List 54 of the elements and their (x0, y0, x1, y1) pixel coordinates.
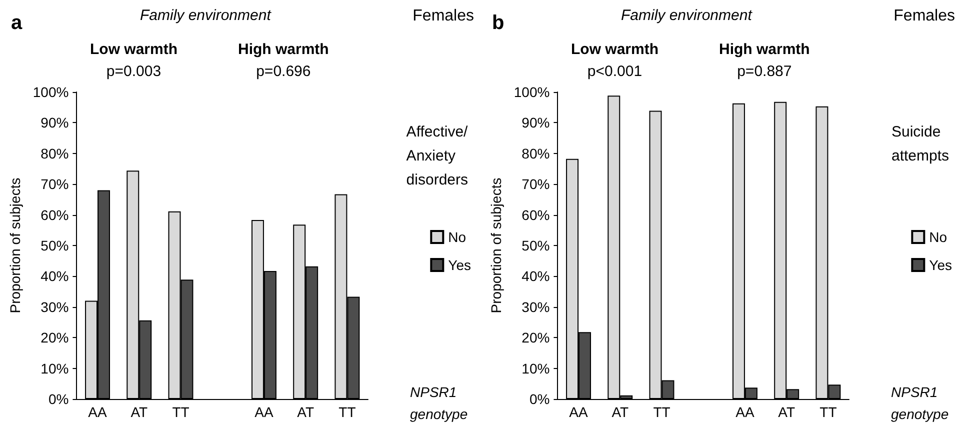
y-tick-label: 50% (40, 238, 69, 254)
x-tick-label: TT (172, 404, 190, 420)
y-tick-label: 40% (40, 268, 69, 284)
chart-subtitle: Family environment (621, 7, 753, 24)
legend-label: Yes (448, 257, 472, 273)
legend-label: Yes (929, 257, 952, 273)
chart-subtitle: Family environment (140, 7, 272, 24)
x-tick-label: AA (254, 404, 274, 420)
y-tick-label: 10% (40, 360, 69, 376)
text: Females (894, 8, 956, 24)
y-tick-label: 50% (522, 238, 550, 254)
y-axis-title: Proportion of subjects (488, 178, 504, 314)
y-tick-label: 40% (522, 268, 550, 284)
x-tick-label: TT (338, 404, 356, 420)
text: Low warmth p<0.001 (570, 41, 659, 80)
x-tick-label: AA (88, 404, 108, 420)
y-tick-label: 70% (40, 176, 69, 192)
legend-title: Suicide attempts (891, 124, 950, 164)
text: High warmth p=0.887 (718, 41, 810, 80)
x-axis-title: NPSR1 genotype (410, 384, 468, 422)
x-tick-label: AA (736, 404, 755, 420)
y-tick-label: 60% (522, 206, 550, 223)
x-axis-title: NPSR1 genotype (891, 384, 949, 422)
x-tick-label: AT (297, 404, 314, 420)
y-tick-label: 100% (514, 84, 550, 100)
y-tick-label: 20% (522, 330, 550, 346)
text: Females (412, 8, 474, 24)
y-tick-label: 0% (529, 391, 550, 407)
y-tick-label: 90% (40, 114, 69, 131)
x-tick-label: TT (653, 404, 671, 420)
y-tick-label: 80% (522, 145, 550, 162)
y-tick-label: 70% (522, 176, 550, 192)
text: Low warmth p=0.003 (90, 41, 178, 80)
y-tick-label: 80% (40, 145, 69, 162)
y-tick-label: 90% (522, 114, 550, 131)
legend-label: No (929, 229, 948, 245)
x-tick-label: TT (820, 404, 838, 420)
y-tick-label: 20% (40, 330, 69, 346)
legend-label: No (448, 229, 466, 245)
chart-title: a (11, 12, 23, 34)
y-tick-label: 60% (40, 206, 69, 223)
x-tick-label: AA (569, 404, 589, 420)
y-tick-label: 10% (522, 360, 550, 376)
x-tick-label: AT (130, 404, 148, 420)
y-tick-label: 30% (40, 298, 69, 315)
chart-title: b (492, 12, 504, 34)
y-tick-label: 30% (522, 298, 550, 315)
y-axis-title: Proportion of subjects (7, 178, 23, 314)
x-tick-label: AT (778, 404, 796, 420)
x-tick-label: AT (612, 404, 629, 420)
text: High warmth p=0.696 (238, 41, 329, 80)
y-tick-label: 0% (48, 391, 69, 407)
y-tick-label: 100% (32, 84, 69, 100)
legend-title: Affective/ Anxiety disorders (406, 124, 469, 188)
